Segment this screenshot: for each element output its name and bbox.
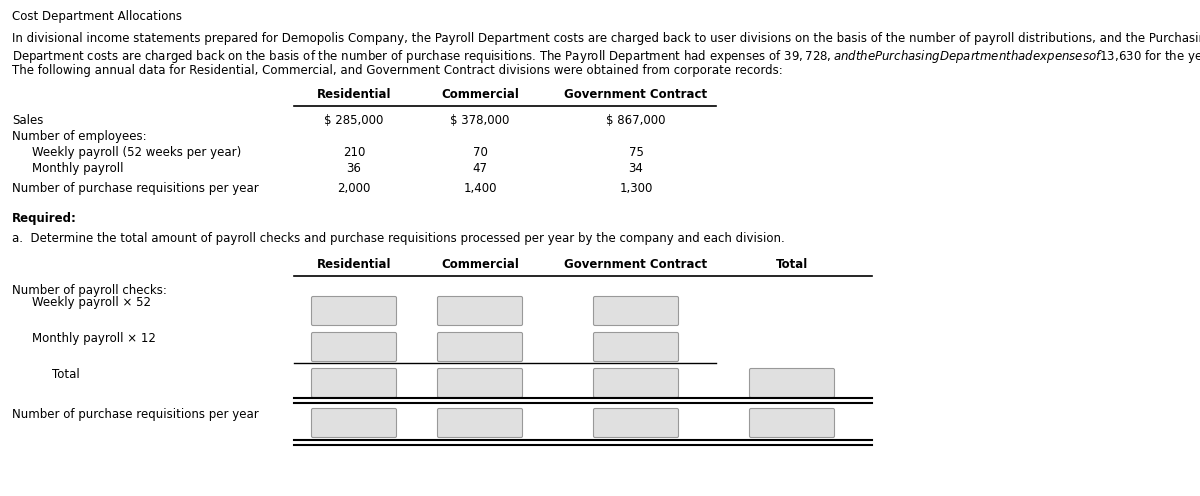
- Text: Government Contract: Government Contract: [564, 88, 708, 101]
- Text: Required:: Required:: [12, 212, 77, 225]
- FancyBboxPatch shape: [594, 297, 678, 325]
- Text: Department costs are charged back on the basis of the number of purchase requisi: Department costs are charged back on the…: [12, 48, 1200, 65]
- FancyBboxPatch shape: [750, 369, 834, 397]
- FancyBboxPatch shape: [594, 409, 678, 437]
- Text: Total: Total: [52, 368, 79, 381]
- FancyBboxPatch shape: [750, 409, 834, 437]
- Text: Sales: Sales: [12, 114, 43, 127]
- Text: 2,000: 2,000: [337, 182, 371, 195]
- Text: Number of purchase requisitions per year: Number of purchase requisitions per year: [12, 408, 259, 421]
- Text: Weekly payroll × 52: Weekly payroll × 52: [32, 296, 151, 309]
- Text: a.  Determine the total amount of payroll checks and purchase requisitions proce: a. Determine the total amount of payroll…: [12, 232, 785, 245]
- Text: 75: 75: [629, 146, 643, 159]
- Text: $ 285,000: $ 285,000: [324, 114, 384, 127]
- Text: Number of payroll checks:: Number of payroll checks:: [12, 284, 167, 297]
- Text: Residential: Residential: [317, 88, 391, 101]
- FancyBboxPatch shape: [438, 297, 522, 325]
- Text: 1,300: 1,300: [619, 182, 653, 195]
- FancyBboxPatch shape: [312, 409, 396, 437]
- Text: $ 378,000: $ 378,000: [450, 114, 510, 127]
- Text: 36: 36: [347, 162, 361, 175]
- Text: Number of purchase requisitions per year: Number of purchase requisitions per year: [12, 182, 259, 195]
- Text: $ 867,000: $ 867,000: [606, 114, 666, 127]
- Text: 47: 47: [473, 162, 487, 175]
- Text: The following annual data for Residential, Commercial, and Government Contract d: The following annual data for Residentia…: [12, 64, 782, 77]
- Text: 34: 34: [629, 162, 643, 175]
- Text: Cost Department Allocations: Cost Department Allocations: [12, 10, 182, 23]
- Text: Commercial: Commercial: [442, 88, 518, 101]
- Text: Monthly payroll × 12: Monthly payroll × 12: [32, 332, 156, 345]
- Text: In divisional income statements prepared for Demopolis Company, the Payroll Depa: In divisional income statements prepared…: [12, 32, 1200, 45]
- Text: Weekly payroll (52 weeks per year): Weekly payroll (52 weeks per year): [32, 146, 241, 159]
- FancyBboxPatch shape: [594, 332, 678, 362]
- Text: 1,400: 1,400: [463, 182, 497, 195]
- Text: Commercial: Commercial: [442, 258, 518, 271]
- Text: Government Contract: Government Contract: [564, 258, 708, 271]
- FancyBboxPatch shape: [438, 369, 522, 397]
- Text: Residential: Residential: [317, 258, 391, 271]
- Text: Total: Total: [776, 258, 808, 271]
- Text: 70: 70: [473, 146, 487, 159]
- Text: Number of employees:: Number of employees:: [12, 130, 146, 143]
- FancyBboxPatch shape: [312, 297, 396, 325]
- Text: Monthly payroll: Monthly payroll: [32, 162, 124, 175]
- Text: 210: 210: [343, 146, 365, 159]
- FancyBboxPatch shape: [312, 332, 396, 362]
- FancyBboxPatch shape: [438, 409, 522, 437]
- FancyBboxPatch shape: [312, 369, 396, 397]
- FancyBboxPatch shape: [594, 369, 678, 397]
- FancyBboxPatch shape: [438, 332, 522, 362]
